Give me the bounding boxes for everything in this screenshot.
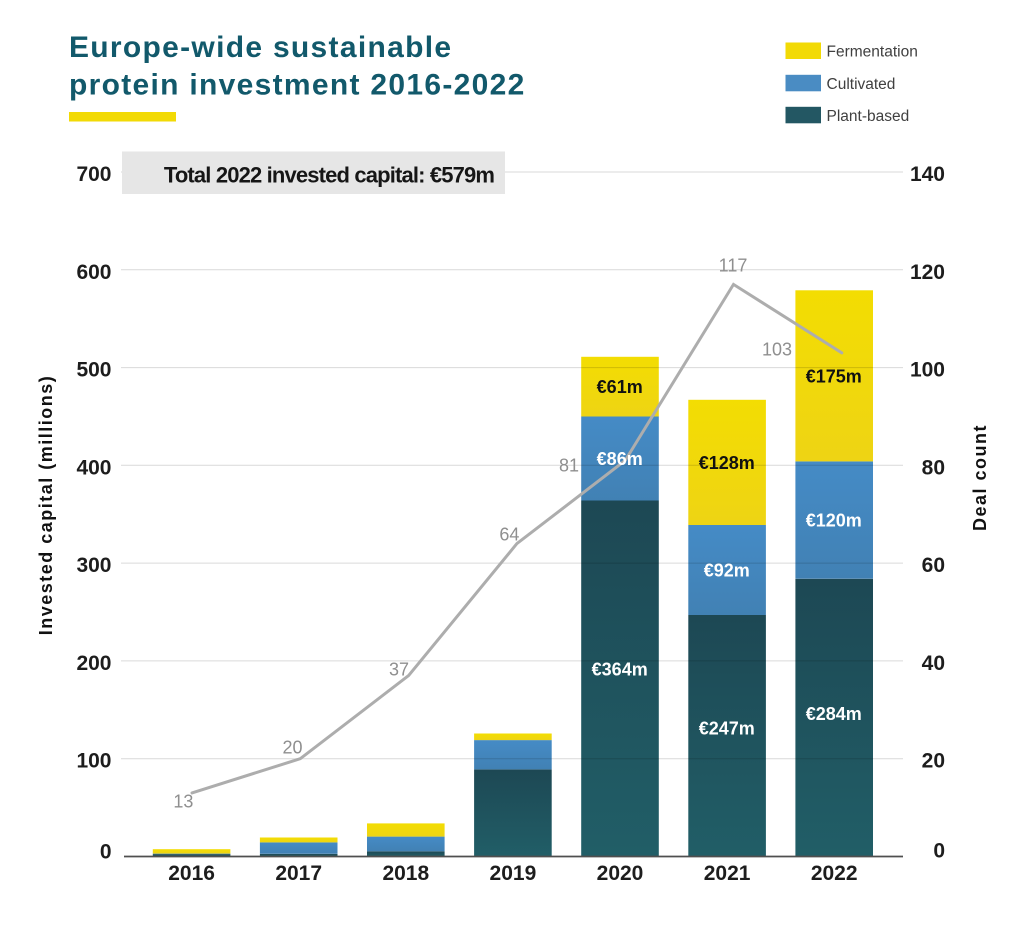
svg-text:Total 2022 invested capital: €: Total 2022 invested capital: €579m — [164, 163, 494, 188]
svg-text:Deal count: Deal count — [970, 424, 990, 531]
svg-text:64: 64 — [499, 524, 519, 544]
svg-text:Plant-based: Plant-based — [827, 108, 910, 125]
svg-text:2016: 2016 — [168, 862, 215, 885]
svg-text:100: 100 — [910, 359, 945, 382]
svg-text:protein investment 2016-2022: protein investment 2016-2022 — [69, 69, 526, 102]
svg-text:€61m: €61m — [597, 377, 643, 397]
svg-text:€364m: €364m — [592, 660, 648, 680]
svg-text:0: 0 — [933, 840, 945, 863]
svg-text:300: 300 — [76, 554, 111, 577]
svg-text:€86m: €86m — [597, 449, 643, 469]
svg-text:140: 140 — [910, 163, 945, 186]
svg-text:€128m: €128m — [699, 453, 755, 473]
svg-text:0: 0 — [100, 841, 112, 864]
svg-text:40: 40 — [922, 652, 945, 675]
svg-text:2019: 2019 — [490, 862, 537, 885]
svg-text:80: 80 — [922, 456, 945, 479]
svg-text:100: 100 — [76, 750, 111, 773]
svg-text:2017: 2017 — [275, 862, 322, 885]
svg-text:2020: 2020 — [597, 862, 644, 885]
svg-text:13: 13 — [173, 791, 193, 811]
svg-text:€120m: €120m — [806, 511, 862, 531]
svg-text:Cultivated: Cultivated — [827, 76, 896, 93]
svg-text:120: 120 — [910, 261, 945, 284]
svg-text:500: 500 — [76, 359, 111, 382]
svg-text:€284m: €284m — [806, 704, 862, 724]
svg-text:€92m: €92m — [704, 561, 750, 581]
svg-text:37: 37 — [389, 660, 409, 680]
svg-text:2018: 2018 — [382, 862, 429, 885]
svg-text:20: 20 — [922, 750, 945, 773]
svg-text:20: 20 — [282, 738, 302, 758]
svg-text:€175m: €175m — [806, 366, 862, 386]
svg-text:600: 600 — [76, 261, 111, 284]
svg-text:400: 400 — [76, 456, 111, 479]
svg-text:81: 81 — [559, 456, 579, 476]
svg-text:700: 700 — [76, 163, 111, 186]
svg-text:Fermentation: Fermentation — [827, 44, 918, 61]
svg-text:117: 117 — [719, 256, 748, 276]
svg-text:2022: 2022 — [811, 862, 858, 885]
svg-text:103: 103 — [762, 340, 792, 360]
svg-text:2021: 2021 — [704, 862, 751, 885]
svg-text:€247m: €247m — [699, 719, 755, 739]
svg-text:60: 60 — [922, 554, 945, 577]
svg-text:Europe-wide sustainable: Europe-wide sustainable — [69, 31, 452, 64]
svg-text:200: 200 — [76, 652, 111, 675]
svg-text:Invested capital (millions): Invested capital (millions) — [36, 375, 56, 636]
